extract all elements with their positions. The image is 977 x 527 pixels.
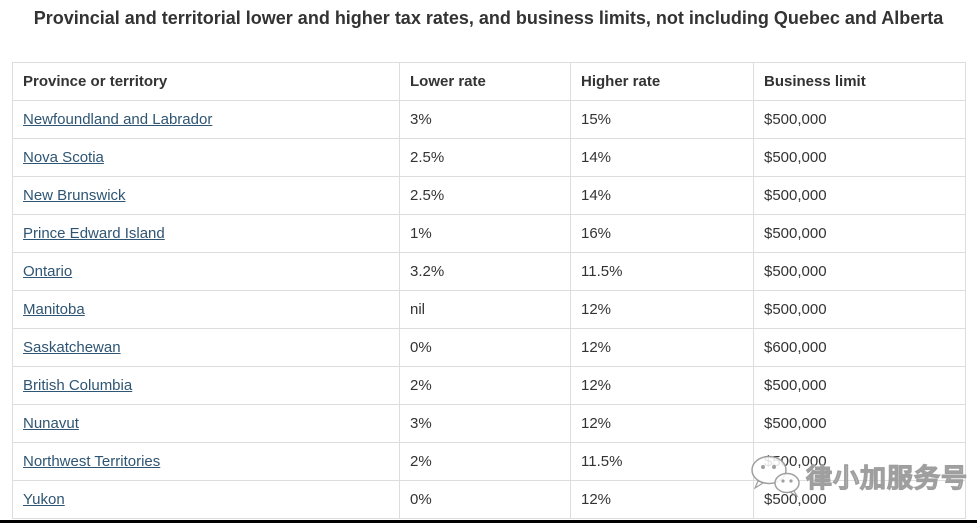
lower-rate-cell: 2.5% (399, 176, 571, 215)
business-limit-cell: $500,000 (753, 290, 966, 329)
province-link[interactable]: Nunavut (23, 415, 79, 432)
province-link[interactable]: Prince Edward Island (23, 225, 165, 242)
higher-rate-cell: 12% (570, 328, 754, 367)
province-link[interactable]: Manitoba (23, 301, 85, 318)
lower-rate-cell: 3% (399, 100, 571, 139)
business-limit-cell: $500,000 (753, 138, 966, 177)
table-body: Newfoundland and Labrador 3% 15% $500,000 No… (12, 100, 966, 519)
page-title: Provincial and territorial lower and hig… (33, 8, 944, 28)
business-limit-cell: $500,000 (753, 100, 966, 139)
business-limit-cell: $500,000 (753, 480, 966, 519)
higher-rate-cell: 15% (570, 100, 754, 139)
business-limit-cell: $500,000 (753, 176, 966, 215)
higher-rate-cell: 11.5% (570, 252, 754, 291)
bottom-edge-line (0, 520, 977, 523)
higher-rate-cell: 12% (570, 366, 754, 405)
province-cell: Saskatchewan (12, 328, 400, 367)
table-row: Manitoba nil 12% $500,000 (12, 290, 966, 329)
table-row: Nunavut 3% 12% $500,000 (12, 404, 966, 443)
higher-rate-cell: 16% (570, 214, 754, 253)
province-link[interactable]: Nova Scotia (23, 149, 104, 166)
column-header-lower-rate: Lower rate (399, 62, 571, 101)
lower-rate-cell: 0% (399, 328, 571, 367)
business-limit-cell: $500,000 (753, 366, 966, 405)
province-link[interactable]: Saskatchewan (23, 339, 121, 356)
province-cell: New Brunswick (12, 176, 400, 215)
province-link[interactable]: Northwest Territories (23, 453, 161, 470)
table-row: Yukon 0% 12% $500,000 (12, 480, 966, 519)
lower-rate-cell: 2% (399, 366, 571, 405)
business-limit-cell: $500,000 (753, 252, 966, 291)
table-row: Ontario 3.2% 11.5% $500,000 (12, 252, 966, 291)
table-row: Northwest Territories 2% 11.5% $500,000 (12, 442, 966, 481)
higher-rate-cell: 12% (570, 290, 754, 329)
table-row: Saskatchewan 0% 12% $600,000 (12, 328, 966, 367)
business-limit-cell: $500,000 (753, 214, 966, 253)
province-cell: Yukon (12, 480, 400, 519)
table-row: British Columbia 2% 12% $500,000 (12, 366, 966, 405)
province-link[interactable]: Yukon (23, 491, 65, 508)
tax-rates-table: Province or territory Lower rate Higher … (12, 62, 966, 519)
table-header: Province or territory Lower rate Higher … (12, 62, 966, 101)
column-header-business-limit: Business limit (753, 62, 966, 101)
province-link[interactable]: Ontario (23, 263, 73, 280)
higher-rate-cell: 14% (570, 138, 754, 177)
province-cell: Prince Edward Island (12, 214, 400, 253)
lower-rate-cell: 3% (399, 404, 571, 443)
province-cell: Nova Scotia (12, 138, 400, 177)
province-cell: Ontario (12, 252, 400, 291)
province-cell: Manitoba (12, 290, 400, 329)
lower-rate-cell: 3.2% (399, 252, 571, 291)
table-row: New Brunswick 2.5% 14% $500,000 (12, 176, 966, 215)
higher-rate-cell: 12% (570, 404, 754, 443)
province-link[interactable]: Newfoundland and Labrador (23, 111, 213, 128)
higher-rate-cell: 12% (570, 480, 754, 519)
province-link[interactable]: New Brunswick (23, 187, 126, 204)
province-cell: Nunavut (12, 404, 400, 443)
column-header-province: Province or territory (12, 62, 400, 101)
province-cell: Northwest Territories (12, 442, 400, 481)
table-row: Prince Edward Island 1% 16% $500,000 (12, 214, 966, 253)
table-row: Nova Scotia 2.5% 14% $500,000 (12, 138, 966, 177)
lower-rate-cell: 2.5% (399, 138, 571, 177)
higher-rate-cell: 14% (570, 176, 754, 215)
lower-rate-cell: 0% (399, 480, 571, 519)
lower-rate-cell: nil (399, 290, 571, 329)
lower-rate-cell: 2% (399, 442, 571, 481)
province-cell: Newfoundland and Labrador (12, 100, 400, 139)
lower-rate-cell: 1% (399, 214, 571, 253)
business-limit-cell: $600,000 (753, 328, 966, 367)
business-limit-cell: $500,000 (753, 404, 966, 443)
province-cell: British Columbia (12, 366, 400, 405)
column-header-higher-rate: Higher rate (570, 62, 754, 101)
table-header-row: Province or territory Lower rate Higher … (12, 62, 966, 101)
higher-rate-cell: 11.5% (570, 442, 754, 481)
province-link[interactable]: British Columbia (23, 377, 133, 394)
business-limit-cell: $500,000 (753, 442, 966, 481)
table-row: Newfoundland and Labrador 3% 15% $500,000 (12, 100, 966, 139)
